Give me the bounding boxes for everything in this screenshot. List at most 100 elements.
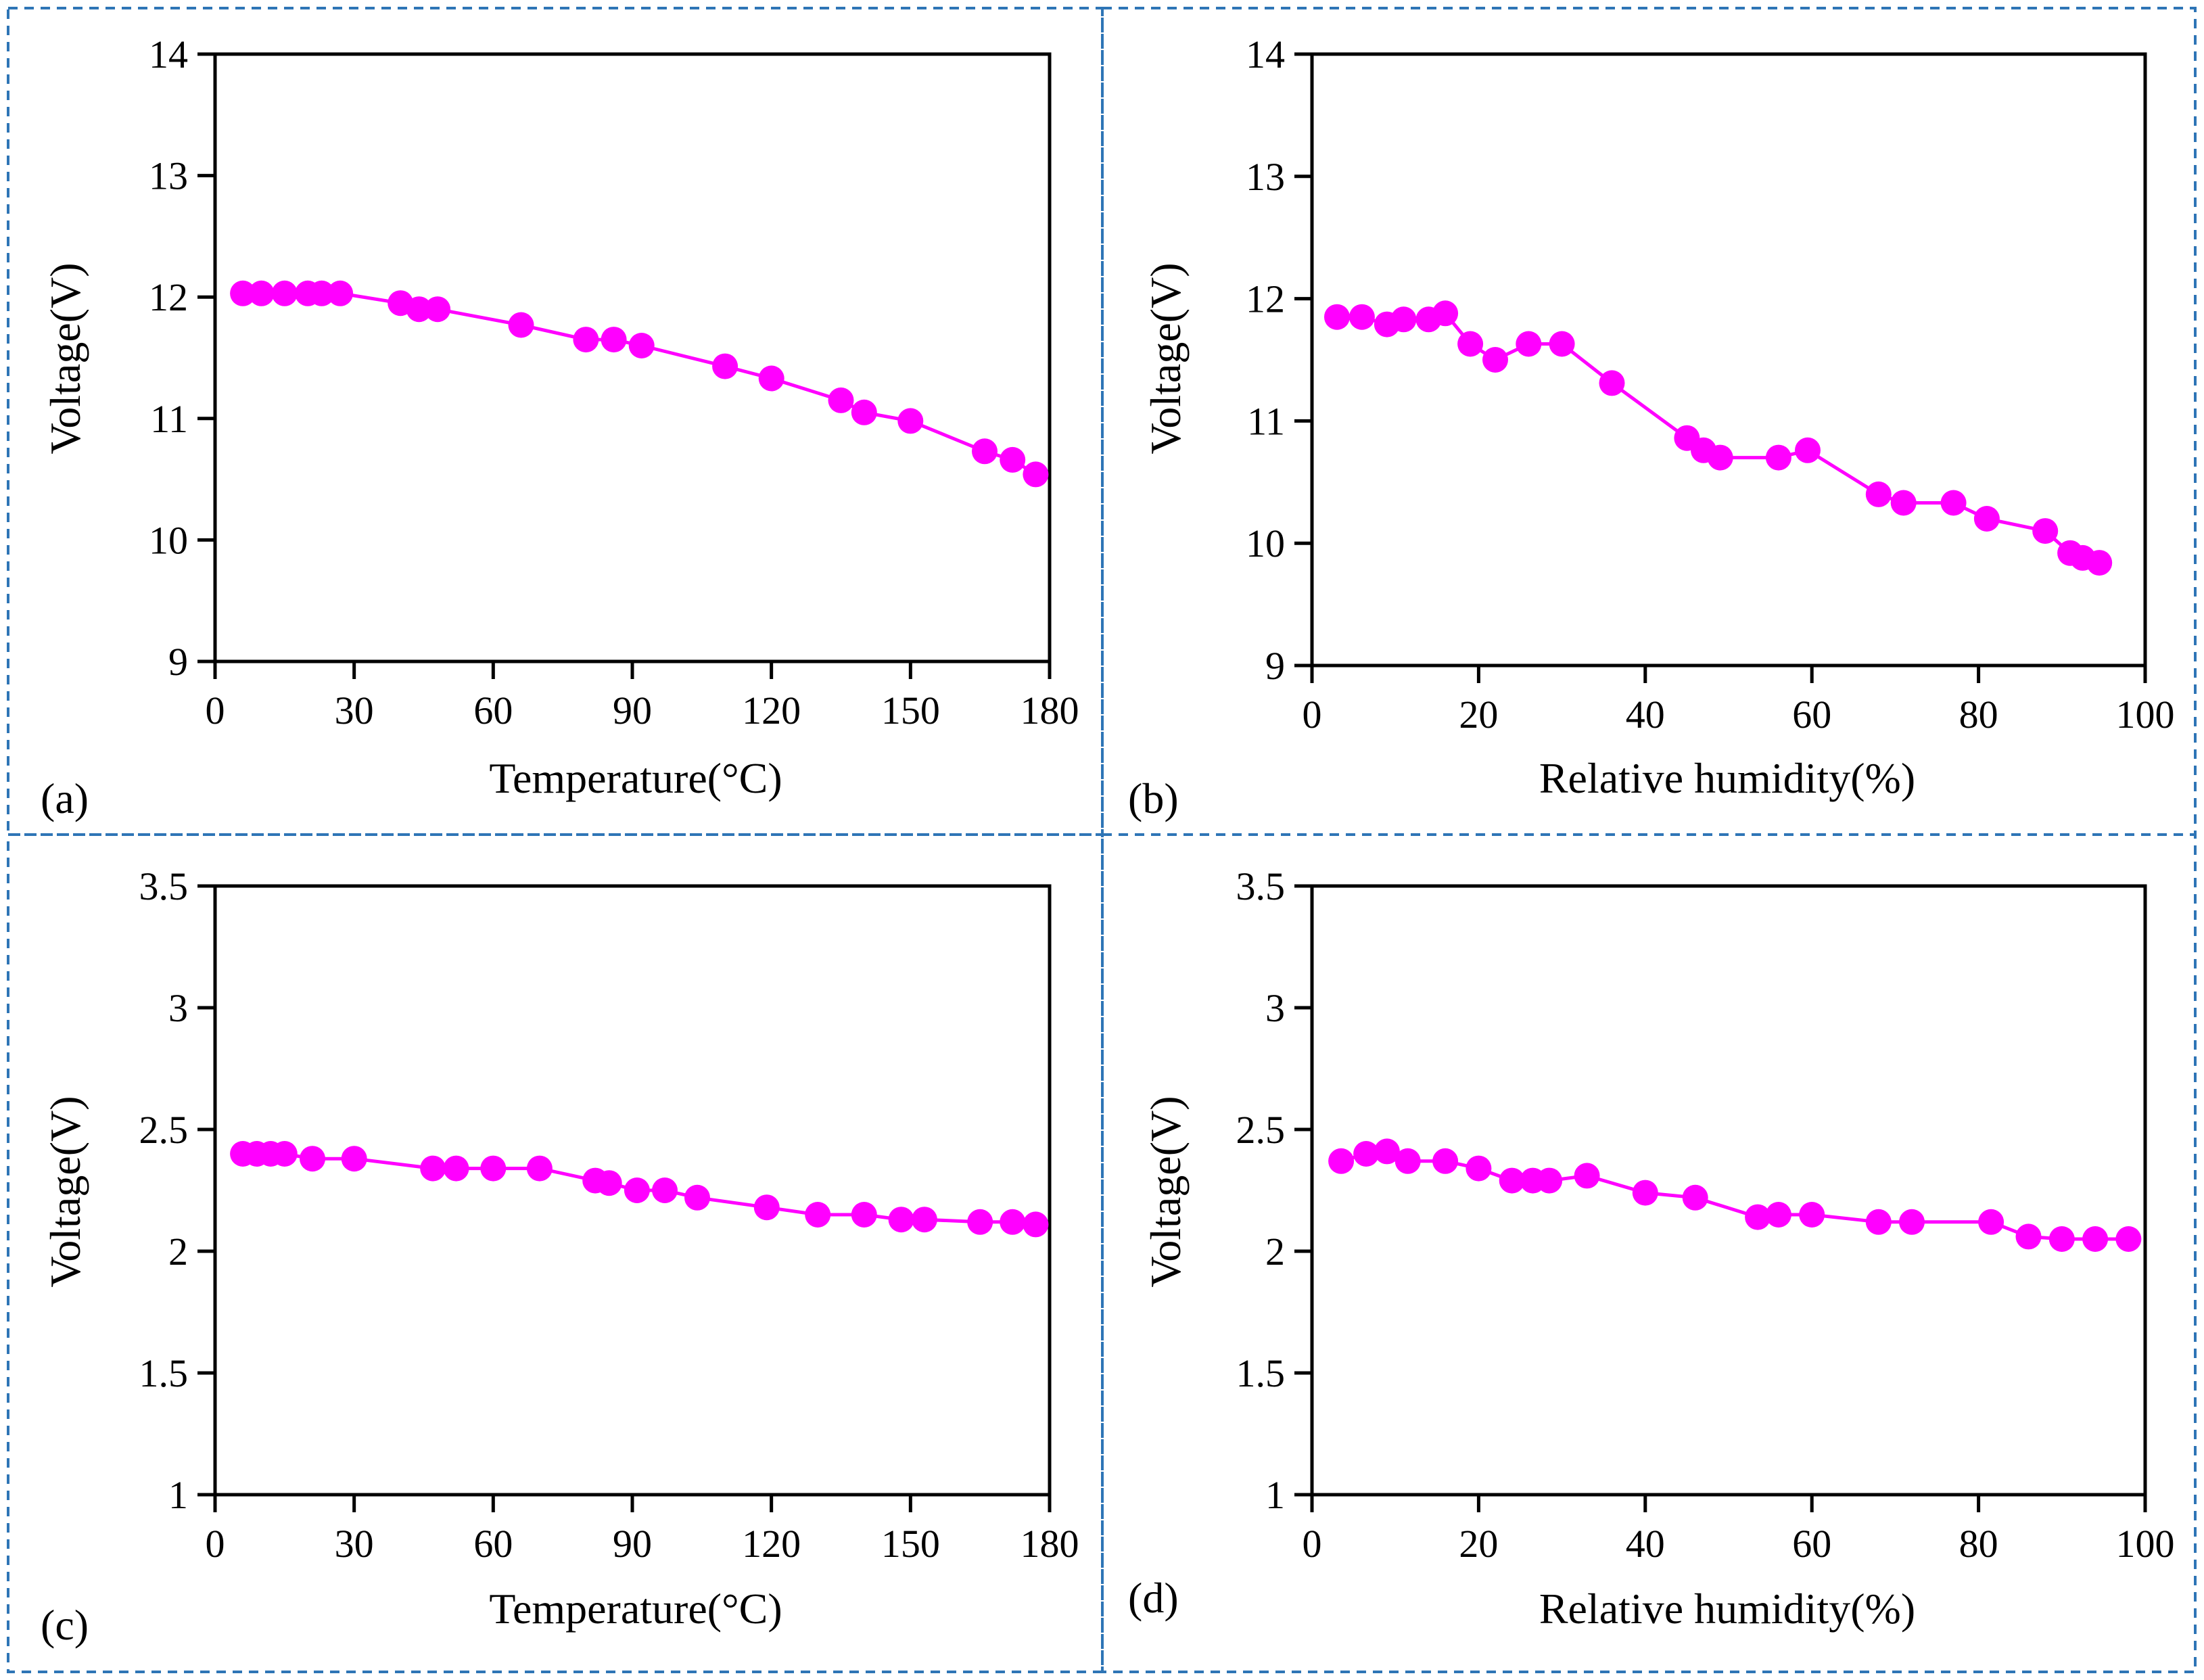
data-point xyxy=(2015,1223,2042,1250)
data-point xyxy=(1973,506,2000,532)
data-point xyxy=(1328,1148,1355,1174)
y-tick-label: 2.5 xyxy=(1236,1108,1286,1152)
y-tick-label: 3.5 xyxy=(139,864,189,908)
data-point xyxy=(327,280,354,306)
panel-border xyxy=(7,7,1104,836)
x-axis-title: Relative humidity(%) xyxy=(1539,1585,1915,1633)
data-point xyxy=(2115,1226,2142,1252)
x-tick-label: 0 xyxy=(1303,1522,1322,1566)
data-point xyxy=(1466,1155,1492,1182)
x-axis-title: Temperature(°C) xyxy=(489,1585,782,1633)
data-point xyxy=(601,327,627,353)
y-tick-label: 10 xyxy=(1246,521,1285,565)
data-point xyxy=(1940,490,1967,516)
x-tick-label: 120 xyxy=(742,1522,801,1566)
panel-label: (b) xyxy=(1128,774,1179,822)
x-tick-label: 180 xyxy=(1021,689,1079,732)
data-point xyxy=(684,1184,710,1211)
x-tick-label: 0 xyxy=(1303,693,1322,737)
data-point xyxy=(911,1207,937,1233)
data-point xyxy=(425,296,451,323)
data-point xyxy=(1324,304,1350,330)
y-axis-title: Voltage(V) xyxy=(41,262,89,454)
data-point xyxy=(2086,550,2113,576)
data-point xyxy=(897,408,924,434)
data-point xyxy=(406,296,432,323)
x-tick-label: 100 xyxy=(2116,1522,2175,1566)
panel-border xyxy=(1101,7,2197,836)
data-point xyxy=(1765,444,1791,471)
data-point xyxy=(1574,1163,1600,1189)
data-point xyxy=(1000,446,1026,473)
x-tick-label: 90 xyxy=(613,689,652,732)
x-tick-label: 20 xyxy=(1459,1522,1498,1566)
data-point xyxy=(1432,1148,1459,1174)
data-point xyxy=(1549,331,1575,357)
y-tick-label: 11 xyxy=(1247,399,1285,443)
data-point xyxy=(480,1155,507,1182)
data-point xyxy=(758,365,784,392)
data-point xyxy=(1599,370,1625,396)
data-point xyxy=(851,399,877,425)
x-tick-label: 80 xyxy=(1959,1522,1998,1566)
data-point xyxy=(1537,1167,1563,1194)
data-point xyxy=(805,1202,831,1228)
y-tick-label: 1 xyxy=(1265,1473,1285,1517)
data-point xyxy=(2082,1226,2109,1252)
data-point xyxy=(1349,304,1375,330)
y-tick-label: 10 xyxy=(149,518,188,562)
x-tick-label: 40 xyxy=(1626,1522,1665,1566)
x-tick-label: 60 xyxy=(473,689,513,732)
panel-d: 0 20 40 60 80 100 1 1.5 2 2.5 3 3.5 (d) Relative hu… xyxy=(1101,833,2197,1673)
y-tick-label: 9 xyxy=(168,640,188,684)
y-axis-title: Voltage(V) xyxy=(1142,1096,1190,1287)
data-point xyxy=(420,1155,446,1182)
x-tick-label: 90 xyxy=(613,1522,652,1566)
data-point xyxy=(753,1194,780,1221)
x-axis-title: Relative humidity(%) xyxy=(1539,754,1915,802)
data-point xyxy=(248,280,275,306)
data-point xyxy=(1374,1138,1400,1165)
y-tick-label: 1 xyxy=(168,1473,188,1517)
x-tick-label: 30 xyxy=(335,1522,374,1566)
data-point xyxy=(628,333,655,358)
y-tick-label: 3.5 xyxy=(1236,864,1286,908)
data-point xyxy=(271,1141,298,1167)
panel-b: 0 20 40 60 80 100 9 10 11 12 13 14 (b) Relative hum… xyxy=(1101,7,2197,836)
x-tick-label: 60 xyxy=(473,1522,513,1566)
x-tick-label: 180 xyxy=(1021,1522,1079,1566)
panel-a: 0 30 60 90 120 150 180 9 10 11 12 13 14 (a) Temperat… xyxy=(7,7,1104,836)
data-point xyxy=(230,280,256,306)
data-point xyxy=(573,327,599,353)
data-point xyxy=(1865,1209,1892,1235)
y-tick-label: 9 xyxy=(1265,644,1285,688)
data-point xyxy=(1394,1148,1421,1174)
x-tick-label: 150 xyxy=(881,689,940,732)
y-tick-label: 2 xyxy=(168,1230,188,1274)
data-point xyxy=(1682,1184,1708,1211)
data-point xyxy=(1499,1167,1525,1194)
y-axis-title: Voltage(V) xyxy=(1142,262,1190,454)
y-tick-label: 3 xyxy=(168,986,188,1030)
data-point xyxy=(1482,347,1508,373)
y-tick-label: 14 xyxy=(1246,32,1285,76)
data-point xyxy=(1023,461,1049,488)
data-point xyxy=(1353,1141,1380,1167)
y-tick-label: 13 xyxy=(149,154,188,198)
x-tick-label: 20 xyxy=(1459,693,1498,737)
y-tick-label: 2.5 xyxy=(139,1108,189,1152)
x-tick-label: 30 xyxy=(335,689,374,732)
panel-label: (a) xyxy=(41,774,89,822)
plot-frame xyxy=(1310,884,2147,1497)
data-point xyxy=(851,1202,877,1228)
data-point xyxy=(967,1209,993,1235)
data-point xyxy=(1890,490,1917,516)
data-point xyxy=(1745,1204,1771,1230)
data-point xyxy=(271,280,298,306)
data-point xyxy=(308,280,335,306)
data-point xyxy=(1000,1209,1026,1235)
data-point xyxy=(2032,518,2059,544)
data-point xyxy=(526,1155,553,1182)
y-tick-label: 1.5 xyxy=(139,1351,189,1395)
